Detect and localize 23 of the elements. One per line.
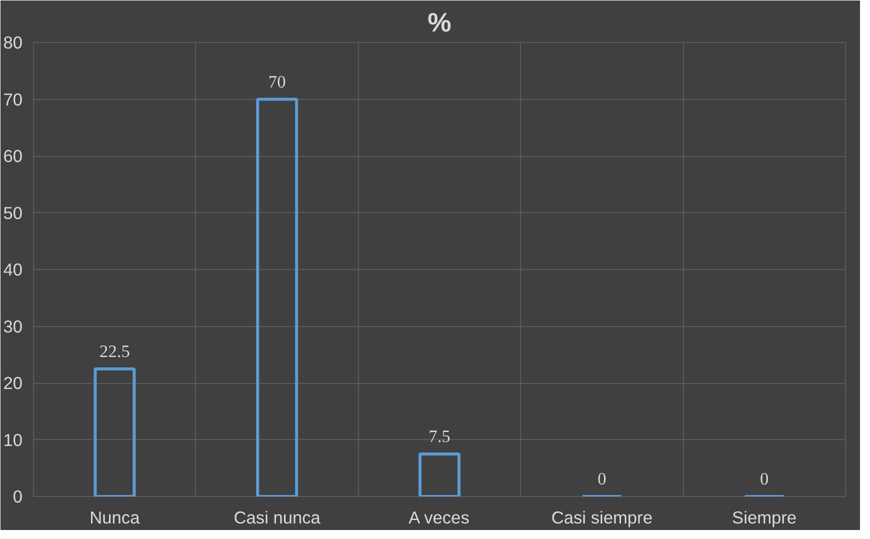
chart-title: % (428, 8, 452, 38)
data-label: 0 (760, 470, 769, 488)
data-label: 70 (268, 72, 286, 92)
y-tick-label: 40 (3, 260, 23, 280)
data-label: 22.5 (100, 342, 130, 361)
y-tick-label: 20 (3, 373, 23, 393)
y-tick-label: 60 (3, 146, 23, 166)
y-tick-label: 30 (3, 316, 23, 336)
x-tick-label: A veces (408, 508, 470, 528)
x-tick-label: Casi nunca (234, 508, 321, 528)
data-label: 0 (598, 470, 606, 488)
x-tick-label: Siempre (732, 508, 797, 528)
bar (256, 98, 298, 496)
y-tick-label: 80 (3, 32, 23, 52)
y-tick-label: 50 (3, 202, 23, 223)
x-tick-label: Nunca (90, 508, 140, 528)
data-label: 7.5 (428, 426, 450, 446)
y-tick-label: 70 (3, 89, 23, 110)
bar (94, 367, 136, 496)
x-tick-label: Casi siempre (551, 508, 652, 528)
bar (418, 452, 460, 496)
y-tick-label: 10 (3, 430, 23, 450)
y-tick-label: 0 (12, 486, 23, 506)
